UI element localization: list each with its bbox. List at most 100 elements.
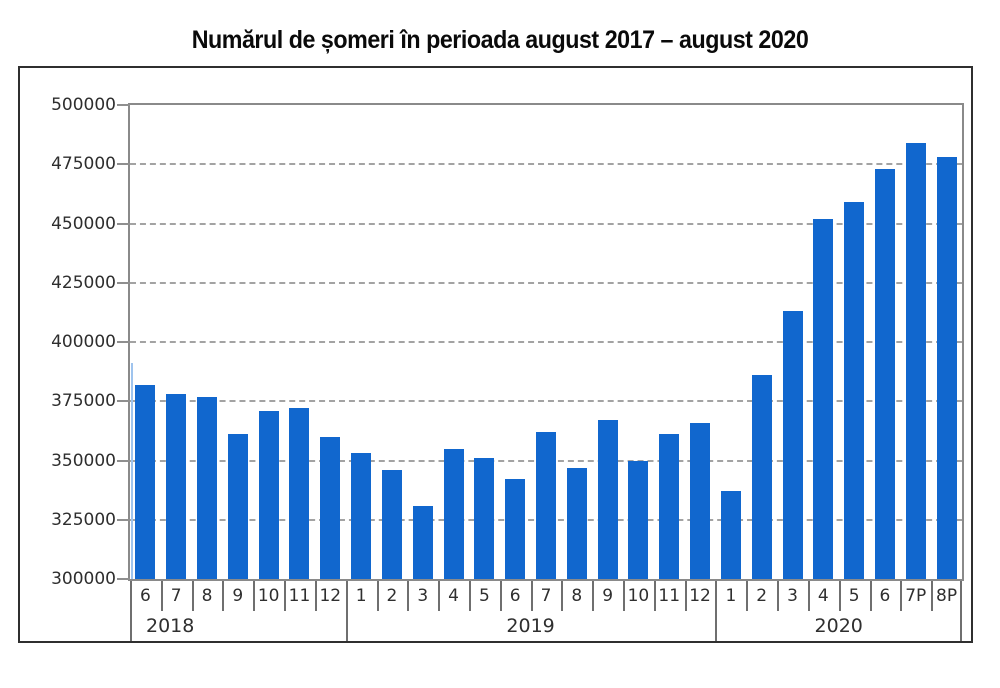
month-label: 9 <box>232 586 244 606</box>
month-label: 3 <box>417 586 429 606</box>
clipped-bar-artifact <box>131 363 133 579</box>
chart-frame: 6 7 8 9 10 11 12 1 2 3 4 5 6 7 8 9 10 11 12 1 2 3 4 5 6 7P 8P 2018… <box>18 66 973 643</box>
month-cell: 11 <box>284 581 315 611</box>
bar <box>874 169 895 579</box>
month-separator <box>900 581 903 611</box>
bar <box>197 396 218 579</box>
y-axis-tick <box>117 400 130 403</box>
month-cell: 9 <box>592 581 623 611</box>
month-cell: 1 <box>346 581 377 611</box>
month-separator <box>746 581 749 611</box>
month-label: 7P <box>905 586 927 606</box>
month-separator <box>869 581 872 611</box>
bar <box>412 505 433 579</box>
bar <box>166 394 187 579</box>
y-axis-tick <box>117 578 130 580</box>
grid-line <box>130 281 962 284</box>
month-separator <box>592 581 595 611</box>
y-axis-label: 450000 <box>51 213 116 234</box>
month-label: 12 <box>689 586 711 606</box>
month-cell: 8 <box>561 581 592 611</box>
year-separator <box>345 581 348 641</box>
month-label: 6 <box>139 586 151 606</box>
month-label: 3 <box>787 586 798 606</box>
month-label: 6 <box>879 586 891 606</box>
grid-line <box>130 163 962 166</box>
month-label: 8 <box>201 586 213 606</box>
month-separator <box>191 581 194 611</box>
bar <box>536 432 556 579</box>
month-separator <box>931 581 934 611</box>
bar <box>751 375 772 579</box>
bar <box>844 202 865 579</box>
year-label: 2018 <box>146 615 195 637</box>
plot-area <box>128 103 964 581</box>
grid-line <box>130 341 962 343</box>
bar <box>505 479 526 579</box>
bar <box>566 467 587 579</box>
bar <box>628 460 649 579</box>
bar <box>597 420 618 579</box>
month-separator <box>684 581 687 611</box>
month-label: 9 <box>602 586 614 606</box>
month-separator <box>468 581 471 611</box>
bar <box>720 491 741 579</box>
month-cell: 8P <box>931 581 962 611</box>
month-label: 7 <box>540 586 552 606</box>
month-cell: 3 <box>407 581 438 611</box>
bar <box>936 157 957 579</box>
month-cell: 1 <box>715 581 746 611</box>
month-label: 6 <box>509 586 521 606</box>
month-separator <box>653 581 656 611</box>
month-label: 4 <box>817 586 829 606</box>
month-label: 1 <box>725 586 737 606</box>
bar <box>227 434 248 579</box>
month-separator <box>160 581 163 611</box>
month-separator <box>284 581 287 611</box>
y-axis-label: 350000 <box>51 450 116 471</box>
bar <box>443 448 464 579</box>
grid-line <box>130 222 962 225</box>
y-axis-tick <box>117 104 130 106</box>
month-separator <box>561 581 564 611</box>
month-cell: 6 <box>500 581 531 611</box>
month-cell: 9 <box>222 581 253 611</box>
month-cell: 4 <box>808 581 839 611</box>
y-axis-label: 475000 <box>51 154 116 175</box>
month-label: 1 <box>355 586 367 606</box>
bar <box>258 410 279 579</box>
month-separator <box>407 581 410 611</box>
month-cell: 6 <box>870 581 901 611</box>
month-separator <box>222 581 225 611</box>
month-cell: 5 <box>839 581 870 611</box>
month-separator <box>530 581 533 611</box>
year-label: 2019 <box>506 615 555 637</box>
month-label: 11 <box>288 586 311 606</box>
month-cell: 10 <box>623 581 654 611</box>
year-cell: 2019 <box>346 611 716 641</box>
month-cell: 5 <box>469 581 500 611</box>
bar <box>351 453 372 579</box>
month-cell: 4 <box>438 581 469 611</box>
month-separator <box>807 581 810 611</box>
month-label: 10 <box>257 586 280 606</box>
y-axis-tick <box>117 518 130 521</box>
y-axis-tick <box>117 163 130 166</box>
month-label: 5 <box>848 586 860 606</box>
y-axis-label: 300000 <box>51 569 116 589</box>
y-axis-tick <box>117 222 130 225</box>
bar <box>659 434 680 579</box>
month-label: 2 <box>386 586 398 606</box>
month-separator <box>376 581 379 611</box>
month-separator <box>253 581 256 611</box>
month-separator <box>314 581 317 611</box>
month-label: 5 <box>478 586 490 606</box>
year-separator <box>715 581 718 641</box>
month-cell: 11 <box>654 581 685 611</box>
year-cell: 2018 <box>130 611 346 641</box>
month-label: 8 <box>571 586 583 606</box>
bar <box>135 384 156 579</box>
month-cell: 12 <box>685 581 716 611</box>
month-cell: 2 <box>746 581 777 611</box>
